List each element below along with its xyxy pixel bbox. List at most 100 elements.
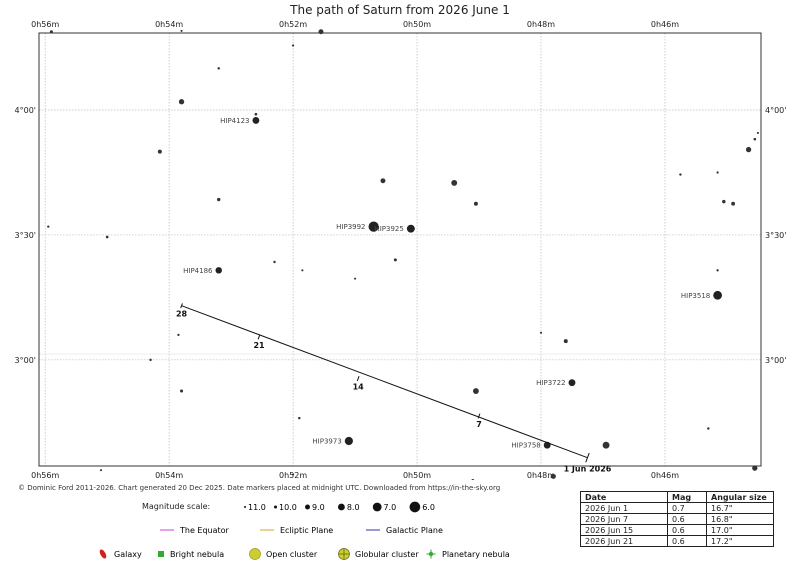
star-point [99, 469, 103, 472]
magnitude-label: 7.0 [384, 503, 397, 512]
x-ticks-bottom: 0h56m 0h54m 0h52m 0h50m 0h48m 0h46m [31, 471, 679, 480]
star-point [602, 441, 610, 449]
ecliptic-label: Ecliptic Plane [280, 526, 333, 535]
date-marker-label: 21 [253, 341, 265, 350]
object-legend: Galaxy Bright nebula Open cluster Globul… [99, 548, 510, 560]
named-star-point [344, 436, 353, 446]
x-tick-label: 0h54m [155, 471, 183, 480]
star-label: HIP3722 [536, 379, 565, 387]
star-label: HIP3518 [681, 292, 710, 300]
magnitude-legend: Magnitude scale: [142, 502, 210, 511]
galaxy-icon [99, 549, 107, 559]
magnitude-dot [244, 506, 246, 508]
table-row: 2026 Jun 1 0.7 16.7" [580, 502, 774, 514]
y-tick-label: 3°00' [15, 356, 36, 365]
star-point [707, 427, 710, 430]
star-point [722, 199, 726, 204]
star-point [298, 416, 301, 420]
named-stars: HIP4123 HIP3992 HIP3925 HIP4186 HIP3518 HIP37… [183, 117, 722, 450]
magnitude-dot [274, 505, 278, 509]
stars [47, 29, 759, 480]
star-point [254, 112, 258, 116]
star-point [273, 260, 276, 264]
x-tick-label: 0h46m [651, 20, 679, 29]
named-star-point [713, 290, 722, 300]
date-marker-tick [477, 413, 481, 419]
x-tick-label: 0h50m [403, 471, 431, 480]
named-star-point [215, 267, 222, 274]
chart-title: The path of Saturn from 2026 June 1 [289, 3, 510, 17]
date-marker-label: 28 [176, 310, 188, 319]
bright-nebula-label: Bright nebula [170, 550, 224, 559]
star-point [292, 473, 295, 476]
header-mag: Mag [667, 491, 707, 503]
star-point [180, 29, 183, 32]
star-point [149, 358, 152, 362]
open-cluster-icon [249, 548, 261, 560]
equator-label: The Equator [179, 526, 230, 535]
star-point [756, 131, 759, 134]
y-ticks-right: 4°00'3°30'3°00'2°30' [765, 106, 786, 365]
table-row: 2026 Jun 15 0.6 17.0" [580, 524, 774, 536]
star-point [105, 235, 109, 239]
date-marker-label: 1 Jun 2026 [564, 465, 612, 474]
magnitude-label: 10.0 [279, 503, 297, 512]
globular-cluster-label: Globular cluster [355, 550, 419, 559]
x-tick-label: 0h56m [31, 20, 59, 29]
star-point [177, 333, 180, 336]
open-cluster-label: Open cluster [266, 550, 318, 559]
star-point [550, 473, 556, 479]
star-label: HIP4123 [220, 117, 249, 125]
star-point [47, 225, 50, 228]
copyright-notice: © Dominic Ford 2011-2026. Chart generate… [18, 484, 501, 492]
y-tick-label: 4°00' [15, 106, 36, 115]
star-point [451, 179, 458, 186]
y-tick-label: 4°00' [765, 106, 786, 115]
star-point [217, 197, 221, 202]
cell-date: 2026 Jun 15 [580, 524, 668, 536]
cell-date: 2026 Jun 21 [580, 535, 668, 547]
star-point [157, 149, 162, 154]
cell-size: 16.7" [706, 502, 774, 514]
named-star-point [406, 224, 415, 233]
plot-frame [38, 32, 762, 467]
named-star-point [252, 117, 260, 124]
star-label: HIP3973 [312, 438, 341, 446]
star-point [178, 99, 185, 105]
star-point [539, 331, 543, 334]
x-tick-label: 0h48m [527, 20, 555, 29]
star-point [753, 137, 757, 141]
date-marker-tick [585, 452, 590, 463]
star-point [472, 388, 479, 395]
star-point [393, 258, 397, 262]
cell-mag: 0.7 [667, 502, 707, 514]
cell-size: 17.2" [706, 535, 774, 547]
star-point [563, 339, 568, 344]
planetary-nebula-icon [426, 549, 436, 559]
star-point [49, 30, 53, 34]
planetary-nebula-label: Planetary nebula [442, 550, 510, 559]
date-marker-tick [356, 376, 360, 382]
header-date: Date [580, 491, 668, 503]
star-point [380, 178, 386, 184]
galaxy-label: Galaxy [114, 550, 142, 559]
y-tick-label: 3°00' [765, 356, 786, 365]
star-point [354, 277, 357, 280]
x-tick-label: 0h54m [155, 20, 183, 29]
y-tick-label: 3°30' [765, 231, 786, 240]
magnitude-legend-title: Magnitude scale: [142, 502, 211, 511]
star-point [745, 146, 752, 153]
star-label: HIP3992 [336, 223, 365, 231]
named-star-point [568, 379, 576, 387]
cell-date: 2026 Jun 1 [580, 502, 668, 514]
magnitude-dot [337, 503, 345, 511]
ephemeris-table: Date Mag Angular size 2026 Jun 1 0.7 16.… [580, 491, 774, 547]
star-label: HIP4186 [183, 267, 213, 275]
cell-mag: 0.6 [667, 524, 707, 536]
x-tick-label: 0h50m [403, 20, 431, 29]
cell-mag: 0.6 [667, 535, 707, 547]
header-angular-size: Angular size [706, 491, 774, 503]
star-point [731, 201, 736, 206]
y-tick-label: 3°30' [15, 231, 36, 240]
star-point [716, 171, 719, 174]
